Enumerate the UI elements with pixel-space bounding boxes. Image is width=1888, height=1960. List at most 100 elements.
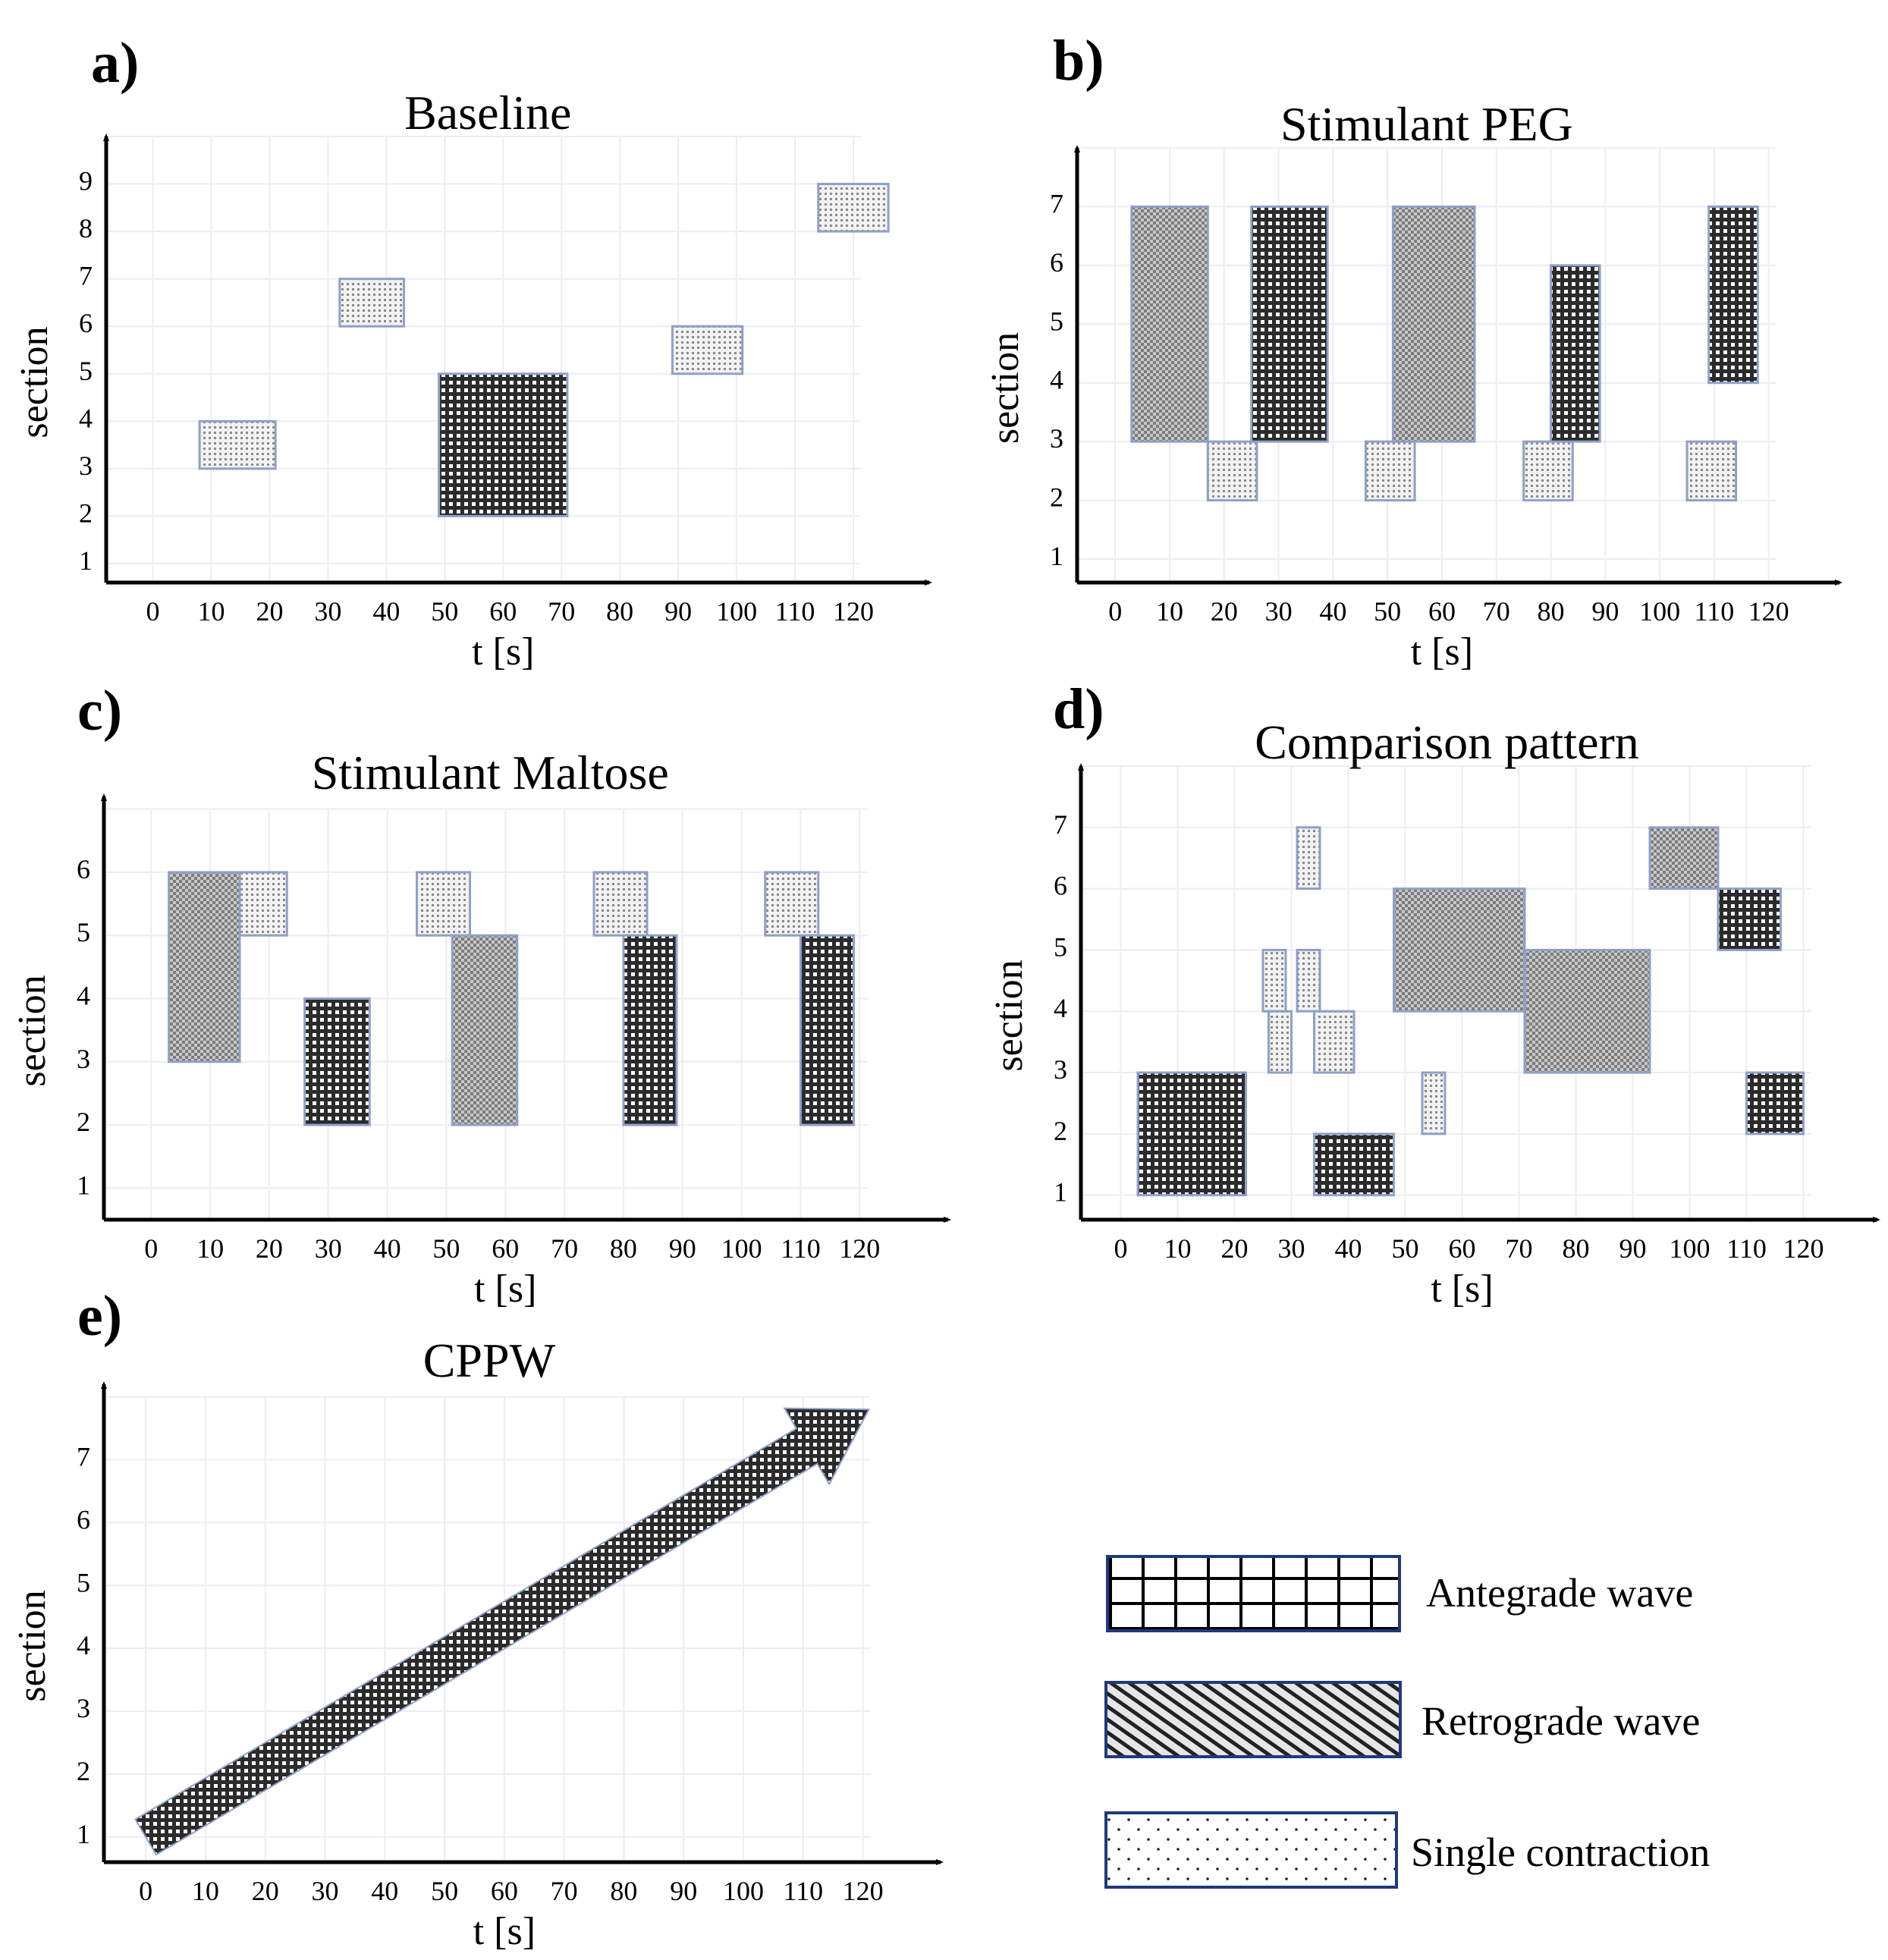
x-tick-label: 50 <box>432 1233 460 1264</box>
events <box>1136 826 1805 1197</box>
x-tick-label: 20 <box>1221 1233 1249 1264</box>
legend-label-single: Single contraction <box>1411 1830 1710 1875</box>
y-tick-label: 2 <box>77 1756 90 1786</box>
x-tick-label: 120 <box>833 596 874 627</box>
x-tick-label: 30 <box>314 596 341 627</box>
x-tick-label: 90 <box>669 1233 696 1264</box>
x-tick-label: 40 <box>371 1876 398 1906</box>
y-tick-label: 9 <box>79 166 93 196</box>
retrograde-wave-block <box>451 934 519 1126</box>
antegrade-wave-block <box>438 372 569 517</box>
x-tick-label: 110 <box>783 1876 823 1906</box>
x-tick-label: 20 <box>252 1876 279 1906</box>
y-tick-label: 6 <box>77 854 90 884</box>
x-tick-label: 30 <box>315 1233 342 1264</box>
tick-labels: 0 10 20 30 40 50 60 70 80 90 100 110 120 1 2 3 4 5 6 <box>77 854 880 1264</box>
x-tick-label: 0 <box>1108 596 1122 627</box>
single-wave-block <box>1522 440 1574 502</box>
x-tick-label: 0 <box>139 1876 152 1906</box>
axes <box>101 793 951 1223</box>
x-tick-label: 110 <box>1695 596 1735 627</box>
legend-item-single: Single contraction <box>1104 1811 1710 1889</box>
x-tick-label: 0 <box>144 1233 158 1264</box>
single-wave-block <box>1313 1010 1356 1074</box>
x-tick-label: 110 <box>775 596 815 627</box>
x-tick-label: 10 <box>1156 596 1183 627</box>
y-tick-label: 4 <box>1050 365 1063 395</box>
x-tick-label: 110 <box>781 1233 821 1264</box>
retrograde-wave-block <box>1391 205 1476 443</box>
x-axis-label: t [s] <box>472 630 534 674</box>
x-tick-label: 90 <box>664 596 692 627</box>
x-tick-label: 40 <box>1335 1233 1362 1264</box>
events <box>1130 205 1759 502</box>
y-axis-label: section <box>11 1590 54 1701</box>
x-tick-label: 40 <box>1319 596 1346 627</box>
y-tick-label: 2 <box>1050 482 1063 513</box>
x-tick-label: 20 <box>256 596 283 627</box>
y-tick-label: 3 <box>77 1044 90 1074</box>
events <box>168 871 855 1126</box>
x-tick-label: 90 <box>670 1876 697 1906</box>
single-wave-block <box>338 278 405 328</box>
x-tick-label: 40 <box>374 1233 401 1264</box>
chart-title: Baseline <box>404 86 571 140</box>
legend-item-antegrade: Antegrade wave <box>1106 1555 1693 1632</box>
y-tick-label: 3 <box>1050 423 1063 454</box>
chart-title: Stimulant PEG <box>1280 97 1573 151</box>
x-tick-label: 80 <box>1563 1233 1590 1264</box>
x-tick-label: 70 <box>551 1876 578 1906</box>
legend-swatch-retrograde <box>1104 1681 1402 1758</box>
x-tick-label: 0 <box>146 596 160 627</box>
panel-e-plot: 0 10 20 30 40 50 60 70 80 90 100 110 120 1 2 3 4 5 6 7 CPPW t… <box>11 1333 944 1953</box>
antegrade-wave-block <box>1745 1071 1805 1135</box>
tick-labels: 0 10 20 30 40 50 60 70 80 90 100 110 120 1 2 3 4 5 6 7 8 9 <box>79 166 874 627</box>
single-wave-block <box>1685 440 1738 502</box>
panel-d: d) 0 10 20 30 40 50 60 70 80 90 100 110 120 1 2 3 4 5 6 7 Co… <box>988 677 1880 1311</box>
y-tick-label: 6 <box>1050 247 1063 278</box>
x-tick-label: 20 <box>1211 596 1238 627</box>
x-tick-label: 60 <box>1449 1233 1476 1264</box>
y-tick-label: 8 <box>79 213 93 243</box>
panel-b: b) 0 10 20 30 40 50 60 70 80 90 100 110 120 1 2 3 4 5 6 7 St… <box>984 29 1842 674</box>
y-tick-label: 7 <box>77 1441 90 1472</box>
x-tick-label: 50 <box>431 596 458 627</box>
x-tick-label: 10 <box>1164 1233 1192 1264</box>
panel-b-letter: b) <box>1053 29 1104 93</box>
retrograde-wave-block <box>1393 887 1526 1013</box>
y-tick-label: 5 <box>1050 306 1063 336</box>
y-tick-label: 4 <box>79 403 93 433</box>
x-tick-label: 100 <box>716 596 757 627</box>
x-axis-label: t [s] <box>473 1910 536 1953</box>
x-tick-label: 60 <box>491 1876 518 1906</box>
x-tick-label: 120 <box>1783 1233 1824 1264</box>
x-tick-label: 100 <box>721 1233 762 1264</box>
x-tick-label: 30 <box>1265 596 1293 627</box>
x-tick-label: 80 <box>606 596 633 627</box>
panel-c-letter: c) <box>77 679 122 743</box>
x-tick-label: 10 <box>192 1876 219 1906</box>
y-tick-label: 2 <box>1054 1116 1067 1146</box>
y-tick-label: 1 <box>77 1819 90 1849</box>
y-tick-label: 7 <box>79 261 93 291</box>
single-wave-block <box>817 183 890 233</box>
antegrade-wave-block <box>622 934 678 1126</box>
chart-title: Stimulant Maltose <box>312 746 669 799</box>
y-tick-label: 2 <box>79 498 93 528</box>
x-tick-label: 30 <box>1278 1233 1305 1264</box>
antegrade-wave-block <box>1550 264 1601 443</box>
panel-a: a) 0 10 20 30 40 50 60 70 80 90 100 110 120 1 2 3 4 5 6 7 8 9… <box>13 31 932 674</box>
x-tick-label: 100 <box>1670 1233 1711 1264</box>
single-wave-block <box>1421 1071 1447 1135</box>
single-wave-block <box>1206 440 1258 502</box>
x-tick-label: 50 <box>1374 596 1401 627</box>
y-tick-label: 5 <box>79 356 93 386</box>
single-wave-block <box>238 871 288 937</box>
y-tick-label: 5 <box>77 917 90 947</box>
x-tick-label: 50 <box>431 1876 458 1906</box>
antegrade-wave-block <box>799 934 855 1126</box>
antegrade-wave-block <box>1250 205 1329 443</box>
x-tick-label: 90 <box>1591 596 1619 627</box>
y-tick-label: 3 <box>77 1693 90 1723</box>
panel-e: e) 0 10 20 30 40 50 60 70 80 90 100 110 120 1 2 3 4 5 6 7 CP… <box>11 1284 944 1953</box>
